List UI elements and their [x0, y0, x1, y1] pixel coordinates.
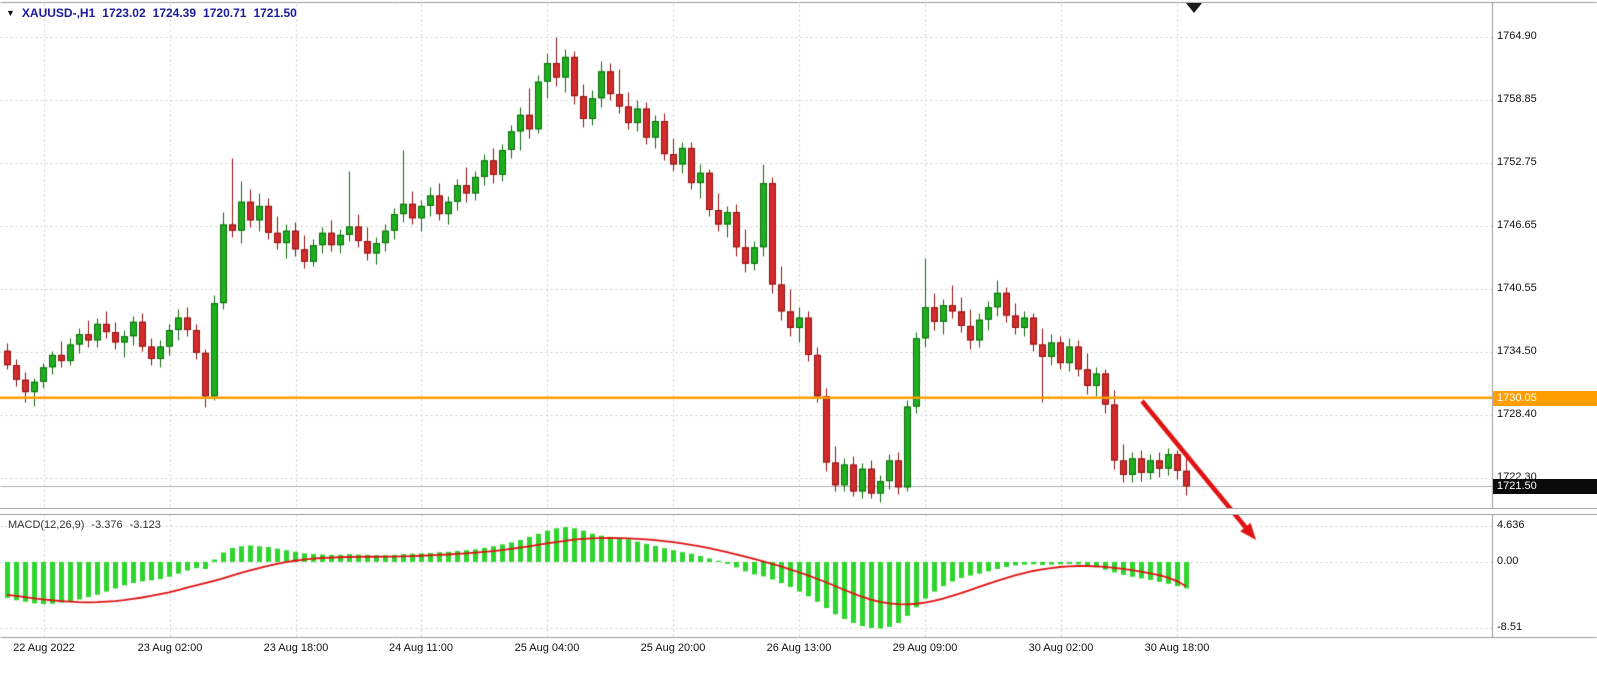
time-tick-label: 30 Aug 02:00 — [1028, 642, 1094, 654]
chart-legend: ▼ XAUUSD-,H1 1723.02 1724.39 1720.71 172… — [6, 6, 297, 20]
current-price-tag: 1721.50 — [1493, 479, 1597, 494]
macd-tick-label: 0.00 — [1497, 554, 1519, 567]
macd-signal-value: -3.123 — [129, 519, 161, 531]
macd-main-value: -3.376 — [91, 519, 123, 531]
hline-price-tag: 1730.05 — [1493, 391, 1597, 406]
legend-high: 1724.39 — [152, 6, 197, 20]
price-tick-label: 1758.85 — [1497, 92, 1537, 105]
time-tick-label: 30 Aug 18:00 — [1144, 642, 1210, 654]
time-tick-label: 23 Aug 18:00 — [263, 642, 329, 654]
price-tick-label: 1728.40 — [1497, 407, 1537, 420]
time-tick-label: 24 Aug 11:00 — [388, 642, 454, 654]
symbol-dropdown-icon[interactable]: ▼ — [6, 7, 15, 18]
legend-open: 1723.02 — [102, 6, 146, 20]
price-tick-label: 1740.55 — [1497, 282, 1537, 295]
price-tick-label: 1734.50 — [1497, 344, 1537, 357]
macd-name: MACD(12,26,9) — [8, 519, 85, 531]
price-tick-label: 1764.90 — [1497, 30, 1537, 43]
legend-symbol-period: XAUUSD-,H1 — [21, 6, 96, 20]
price-tick-label: 1752.75 — [1497, 155, 1537, 168]
legend-close: 1721.50 — [253, 6, 297, 20]
time-tick-label: 22 Aug 2022 — [13, 642, 75, 654]
time-tick-label: 25 Aug 20:00 — [640, 642, 706, 654]
time-tick-label: 25 Aug 04:00 — [514, 642, 580, 654]
pane-splitter[interactable] — [0, 508, 1597, 515]
legend-low: 1720.71 — [203, 6, 247, 20]
time-tick-label: 26 Aug 13:00 — [766, 642, 832, 654]
chart-shift-marker-icon[interactable] — [1186, 3, 1202, 13]
time-tick-label: 23 Aug 02:00 — [137, 642, 203, 654]
macd-indicator-label: MACD(12,26,9) -3.376 -3.123 — [8, 519, 161, 531]
time-tick-label: 29 Aug 09:00 — [892, 642, 958, 654]
price-tick-label: 1746.65 — [1497, 219, 1537, 232]
macd-tick-label: -8.51 — [1497, 621, 1523, 634]
macd-tick-label: 4.636 — [1497, 518, 1525, 531]
